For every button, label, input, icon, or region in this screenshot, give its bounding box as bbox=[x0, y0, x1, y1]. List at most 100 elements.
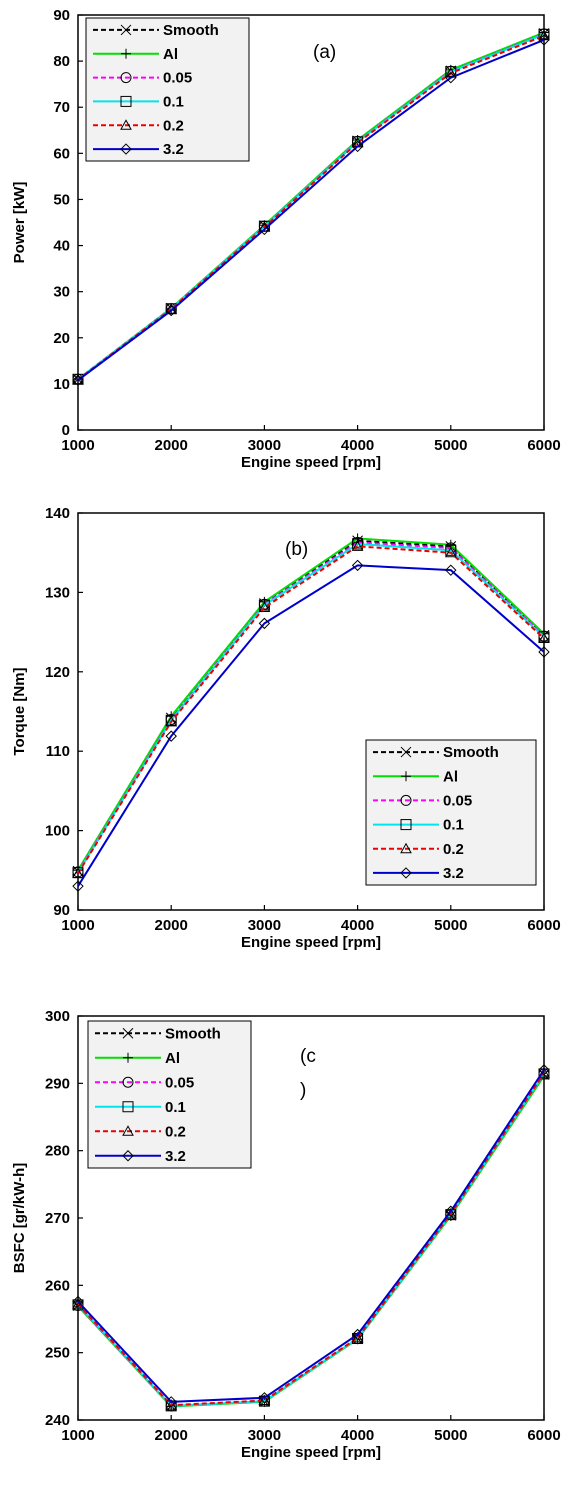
panel-label: (a) bbox=[313, 42, 336, 63]
legend-label: Al bbox=[443, 768, 458, 785]
x-tick-label: 1000 bbox=[61, 917, 94, 934]
legend-marker-plus-icon bbox=[401, 771, 411, 782]
legend-marker-diamond-icon bbox=[120, 143, 132, 155]
series-line bbox=[77, 1072, 545, 1407]
legend-label: Al bbox=[165, 1050, 180, 1067]
data-point bbox=[165, 304, 177, 317]
data-point bbox=[538, 34, 550, 46]
y-tick-label: 290 bbox=[45, 1075, 70, 1092]
series-line bbox=[77, 537, 545, 871]
legend-label: Smooth bbox=[443, 744, 499, 761]
series-line bbox=[77, 38, 545, 382]
y-tick-label: 90 bbox=[53, 902, 70, 919]
y-tick-label: 90 bbox=[53, 7, 70, 24]
legend: Smooth Al 0.05 0.1 0.2 3.2 bbox=[87, 1020, 252, 1169]
series-line bbox=[77, 564, 545, 887]
y-tick-label: 120 bbox=[45, 664, 70, 681]
x-axis-title: Engine speed [rpm] bbox=[241, 454, 381, 471]
y-tick-label: 70 bbox=[53, 99, 70, 116]
series-3.2 bbox=[72, 34, 550, 386]
x-tick-label: 5000 bbox=[434, 437, 467, 454]
data-point bbox=[351, 140, 364, 153]
legend-marker-x-icon bbox=[400, 746, 412, 758]
x-tick-label: 4000 bbox=[341, 1427, 374, 1444]
legend-label: 3.2 bbox=[443, 865, 464, 882]
series-line bbox=[77, 542, 545, 874]
series-3.2 bbox=[72, 559, 550, 892]
data-point bbox=[165, 730, 177, 742]
legend-marker-plus-icon bbox=[121, 48, 131, 59]
data-point bbox=[445, 544, 457, 556]
data-point bbox=[258, 617, 271, 630]
legend-box bbox=[365, 739, 537, 886]
x-tick-label: 4000 bbox=[341, 917, 374, 934]
data-point bbox=[258, 1392, 271, 1404]
x-tick-label: 3000 bbox=[248, 917, 281, 934]
data-point bbox=[258, 601, 271, 612]
chart-1: 0 10 20 30 40 50 60 70 80 90 1000 2000 3000 4000 5000 6… bbox=[11, 7, 561, 471]
x-tick-label: 4000 bbox=[341, 437, 374, 454]
legend-box bbox=[85, 17, 250, 162]
legend-marker-circle-icon bbox=[400, 794, 412, 806]
legend-marker-square-icon bbox=[122, 1101, 134, 1113]
y-tick-label: 50 bbox=[53, 191, 70, 208]
legend-marker-square-icon bbox=[400, 819, 412, 831]
data-point bbox=[72, 1295, 84, 1308]
x-tick-label: 5000 bbox=[434, 1427, 467, 1444]
data-point bbox=[538, 646, 550, 658]
series-line bbox=[77, 539, 545, 872]
legend-label: 3.2 bbox=[165, 1148, 186, 1165]
data-point bbox=[538, 29, 550, 41]
data-point bbox=[352, 538, 364, 550]
legend-marker-diamond-icon bbox=[400, 867, 412, 879]
data-point bbox=[258, 223, 271, 236]
legend-label: 0.1 bbox=[163, 93, 184, 110]
y-tick-label: 80 bbox=[53, 53, 70, 70]
legend-marker-triangle-icon bbox=[120, 119, 132, 130]
data-point bbox=[165, 1396, 177, 1408]
data-point bbox=[165, 715, 178, 727]
x-tick-label: 6000 bbox=[527, 437, 560, 454]
legend-label: 0.2 bbox=[163, 117, 184, 134]
legend-marker-triangle-icon bbox=[122, 1125, 134, 1136]
legend-marker-square-icon bbox=[120, 95, 132, 107]
data-point bbox=[351, 559, 364, 572]
series-0.2 bbox=[72, 540, 550, 878]
y-tick-label: 130 bbox=[45, 584, 70, 601]
x-tick-label: 6000 bbox=[527, 917, 560, 934]
chart-3: 240 250 260 270 280 290 300 1000 2000 3000 4000 500… bbox=[11, 1008, 561, 1461]
y-tick-label: 20 bbox=[53, 330, 70, 347]
data-point bbox=[351, 540, 364, 551]
legend-label: Smooth bbox=[165, 1025, 221, 1042]
x-tick-label: 2000 bbox=[155, 437, 188, 454]
x-tick-label: 5000 bbox=[434, 917, 467, 934]
data-point bbox=[72, 880, 84, 892]
x-axis-title: Engine speed [rpm] bbox=[241, 934, 381, 951]
x-tick-label: 1000 bbox=[61, 1427, 94, 1444]
y-tick-label: 40 bbox=[53, 238, 70, 255]
plot-area bbox=[77, 14, 545, 431]
y-tick-label: 0 bbox=[62, 422, 70, 439]
x-tick-label: 1000 bbox=[61, 437, 94, 454]
legend-marker-diamond-icon bbox=[122, 1150, 134, 1162]
y-axis-title: Torque [Nm] bbox=[11, 667, 28, 755]
legend-label: 0.2 bbox=[165, 1123, 186, 1140]
panel-label: (b) bbox=[285, 539, 308, 560]
data-point bbox=[72, 867, 84, 878]
panel-label: (c) bbox=[300, 1046, 316, 1101]
legend-label: 0.05 bbox=[443, 792, 472, 809]
chart-2: 90 100 110 120 130 140 1000 2000 3000 4000 5000 600… bbox=[11, 505, 561, 951]
y-tick-label: 30 bbox=[53, 284, 70, 301]
data-point bbox=[445, 72, 457, 84]
x-axis-title: Engine speed [rpm] bbox=[241, 1444, 381, 1461]
x-tick-label: 3000 bbox=[248, 437, 281, 454]
y-tick-label: 270 bbox=[45, 1210, 70, 1227]
data-point bbox=[444, 546, 457, 558]
y-tick-label: 300 bbox=[45, 1008, 70, 1025]
y-tick-label: 140 bbox=[45, 505, 70, 522]
y-axis-title: Power [kW] bbox=[11, 182, 28, 264]
data-point bbox=[445, 564, 457, 576]
plot-area bbox=[77, 512, 545, 911]
data-point bbox=[72, 374, 84, 386]
